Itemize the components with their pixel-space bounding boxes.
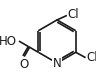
Text: Cl: Cl: [86, 51, 96, 64]
Text: Cl: Cl: [68, 8, 79, 21]
Text: N: N: [53, 57, 61, 70]
Text: HO: HO: [0, 35, 17, 48]
Text: O: O: [20, 58, 29, 71]
